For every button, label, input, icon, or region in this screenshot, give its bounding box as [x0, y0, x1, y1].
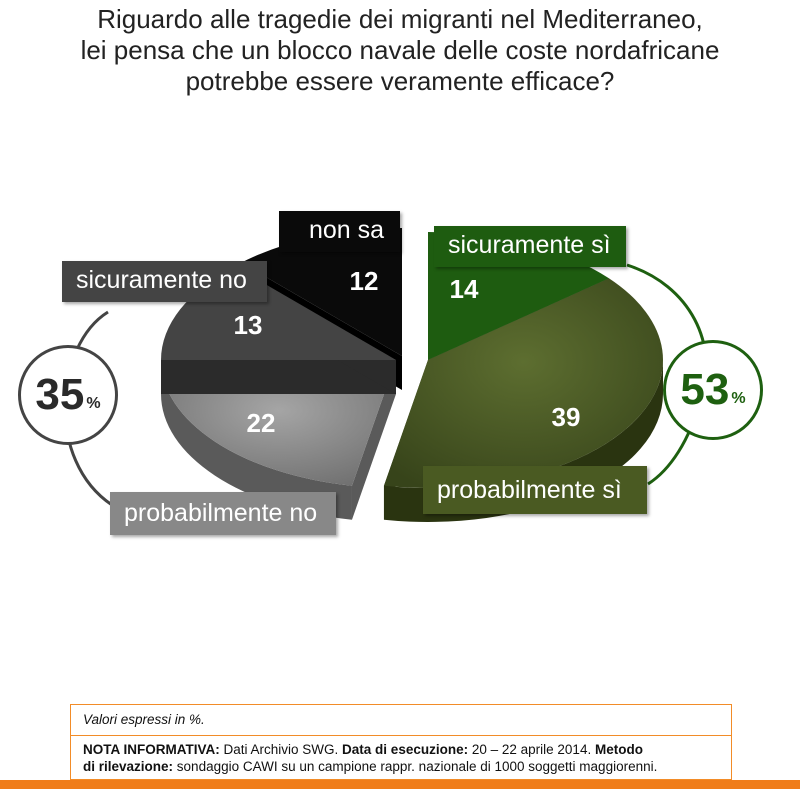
- label-probabilmente-no: probabilmente no: [110, 492, 336, 535]
- title-line-1: Riguardo alle tragedie dei migranti nel …: [97, 4, 703, 34]
- title-line-3: potrebbe essere veramente efficace?: [185, 66, 615, 96]
- total-si-unit: %: [731, 390, 746, 407]
- value-probabilmente-si: 39: [551, 402, 581, 432]
- metodo-label-2: di rilevazione:: [83, 759, 174, 774]
- label-sicuramente-no-text: sicuramente no: [76, 266, 247, 294]
- nota-label: NOTA INFORMATIVA:: [83, 742, 220, 757]
- slice-face-2-0: [351, 360, 396, 520]
- total-no-value: 35: [35, 370, 85, 419]
- slice-probabilmente-sì: [383, 278, 663, 488]
- bottom-accent-bar: [0, 780, 800, 789]
- slice-non-sa: [241, 228, 402, 356]
- label-non-sa-text: non sa: [308, 216, 384, 244]
- value-sicuramente-no: 13: [233, 310, 263, 340]
- total-si: 53 %: [663, 340, 763, 440]
- label-probabilmente-si-text: probabilmente sì: [437, 476, 622, 504]
- metodo-text: sondaggio CAWI su un campione rappr. naz…: [176, 759, 658, 774]
- value-probabilmente-no: 22: [246, 408, 276, 438]
- label-sicuramente-no: sicuramente no: [62, 261, 267, 302]
- method-note: NOTA INFORMATIVA: Dati Archivio SWG. Dat…: [83, 736, 719, 775]
- label-sicuramente-si-text: sicuramente sì: [448, 231, 611, 259]
- total-no: 35 %: [18, 345, 118, 445]
- label-probabilmente-si: probabilmente sì: [423, 466, 647, 514]
- slice-face-3-0: [161, 360, 396, 394]
- chart-title: Riguardo alle tragedie dei migranti nel …: [0, 4, 800, 97]
- title-line-2: lei pensa che un blocco navale delle cos…: [80, 35, 720, 65]
- metodo-label-1: Metodo: [594, 742, 643, 757]
- slice-side-2: [161, 360, 352, 520]
- info-notes: Valori espressi in %. NOTA INFORMATIVA: …: [70, 704, 732, 780]
- value-non-sa: 12: [349, 266, 379, 296]
- pie-chart: [63, 228, 708, 522]
- nota-text: Dati Archivio SWG.: [223, 742, 339, 757]
- total-si-value: 53: [680, 365, 730, 414]
- data-text: 20 – 22 aprile 2014.: [471, 742, 592, 757]
- label-probabilmente-no-text: probabilmente no: [124, 499, 318, 527]
- value-sicuramente-si: 14: [449, 274, 479, 304]
- label-non-sa: non sa: [279, 211, 400, 252]
- total-no-unit: %: [86, 395, 101, 412]
- data-label: Data di esecuzione:: [342, 742, 469, 757]
- label-sicuramente-si: sicuramente sì: [434, 226, 626, 267]
- units-note: Valori espressi in %.: [71, 705, 731, 736]
